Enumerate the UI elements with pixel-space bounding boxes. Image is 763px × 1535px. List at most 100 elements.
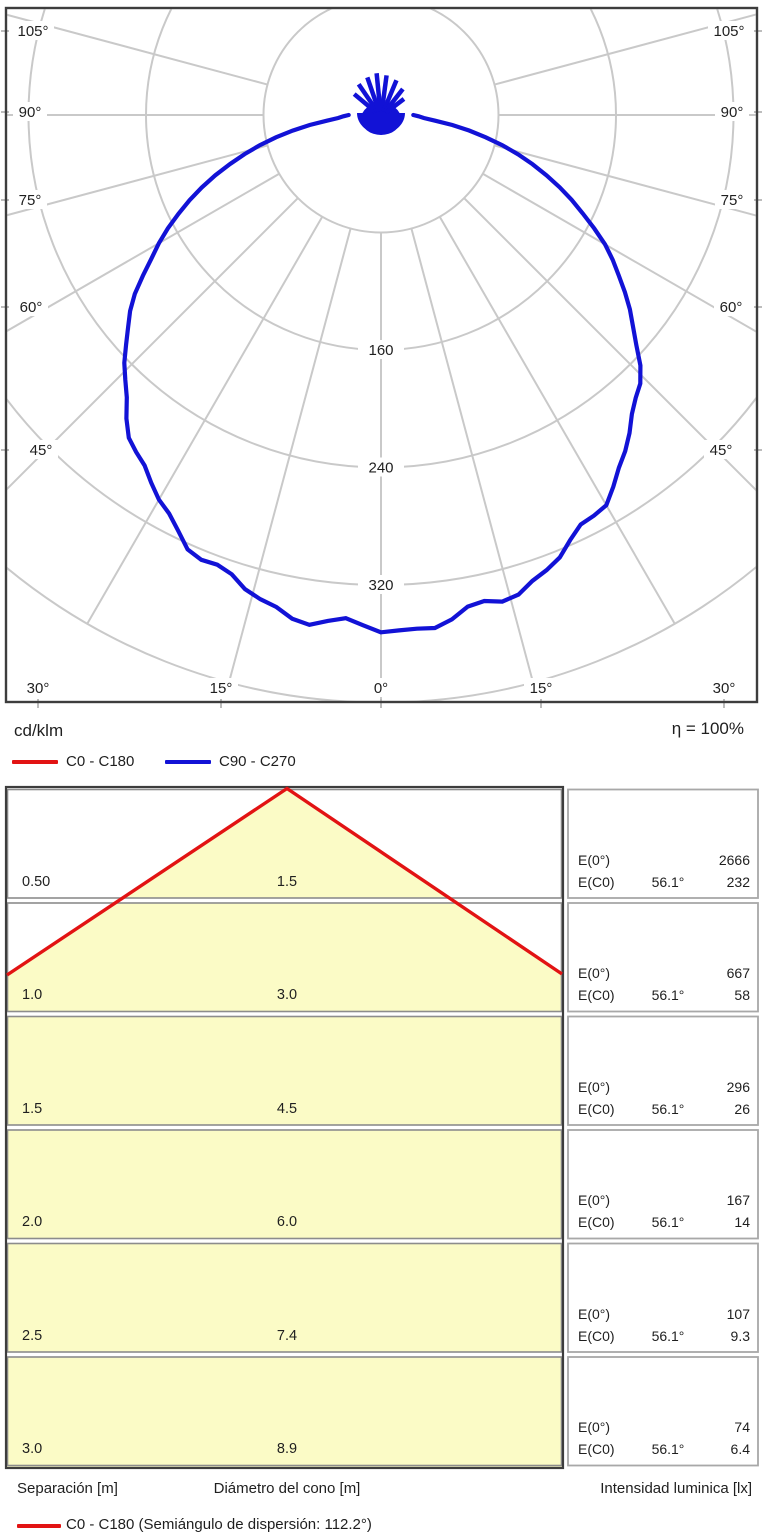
- separation-value: 2.5: [22, 1327, 43, 1344]
- e0-value: 296: [726, 1078, 750, 1095]
- e0-label: E(0°): [578, 1192, 611, 1208]
- angle-label-mask: [704, 440, 738, 459]
- e0-label: E(0°): [578, 1078, 611, 1095]
- angle-label-mask: [708, 21, 750, 40]
- e0-label: E(0°): [578, 1419, 611, 1435]
- e0-value: 2666: [718, 851, 750, 868]
- angle-tick-label: 60°: [20, 299, 43, 316]
- angle-label-mask: [21, 678, 55, 697]
- angle-label-mask: [524, 678, 558, 697]
- angle-tick-label: 90°: [721, 104, 744, 121]
- e0-spacer: [642, 852, 694, 873]
- separation-value: 0.50: [22, 873, 51, 890]
- separation-value: 1.0: [22, 987, 43, 1003]
- cone-row-box: [6, 1356, 563, 1467]
- angle-tick-label: 0°: [374, 680, 388, 697]
- efficiency-label: η = 100%: [671, 719, 744, 738]
- ec0-label: E(C0): [578, 1327, 615, 1344]
- diameter-value: 3.0: [276, 987, 298, 1003]
- angle-label-mask: [14, 297, 48, 316]
- ec0-line: E(C0) 56.1° 6.4: [578, 1441, 750, 1462]
- angle-tick-label: 60°: [720, 299, 743, 316]
- row-gap: [5, 1125, 564, 1130]
- e0-line: E(0°) 296: [578, 1079, 750, 1100]
- ec0-value: 232: [726, 873, 750, 890]
- ec0-value: 58: [734, 987, 750, 1003]
- radial-label-mask: [358, 575, 404, 594]
- e0-value: 167: [726, 1192, 750, 1208]
- angle-tick-label: 45°: [30, 442, 53, 459]
- e0-value: 667: [726, 965, 750, 981]
- angle-label-mask: [707, 678, 741, 697]
- angle-tick-label: 75°: [721, 192, 744, 209]
- footer-diameter-label: Diámetro del cono [m]: [213, 1480, 361, 1497]
- polar-legend-c90-c270: C90 - C270: [219, 753, 296, 770]
- diameter-value: 1.5: [276, 873, 298, 890]
- cone-legend-line-swatch-icon: [17, 1524, 61, 1528]
- polar-gridline-spoke: [463, 197, 756, 492]
- e0-label: E(0°): [578, 965, 611, 981]
- intensity-row-box: [567, 1015, 759, 1126]
- ec0-angle: 56.1°: [651, 1327, 685, 1344]
- ec0-label: E(C0): [578, 873, 615, 890]
- ec0-label: E(C0): [578, 1214, 615, 1230]
- cone-row-box: [6, 1242, 563, 1353]
- angle-tick-label: 15°: [210, 680, 233, 697]
- e0-line: E(0°) 667: [578, 965, 750, 986]
- angle-tick-label: 75°: [19, 192, 42, 209]
- ec0-value: 9.3: [730, 1327, 750, 1344]
- angle-tick-label: 105°: [713, 23, 744, 40]
- e0-spacer: [642, 1192, 694, 1213]
- separation-value: 1.5: [22, 1100, 43, 1117]
- polar-grid: 160 240 320 105° 90° 75° 60° 45° 30° 15° 0° 15° 30° 4…: [7, 9, 756, 701]
- e0-spacer: [642, 1419, 694, 1440]
- e0-spacer: [642, 1306, 694, 1327]
- diameter-value: 8.9: [276, 1441, 298, 1457]
- cone-legend-label: C0 - C180 (Semiángulo de dispersión: 112…: [66, 1516, 372, 1533]
- ec0-line: E(C0) 56.1° 26: [578, 1101, 750, 1122]
- diameter-value: 7.4: [276, 1327, 298, 1344]
- angle-tick-label: 90°: [19, 104, 42, 121]
- angle-tick-label: 30°: [713, 680, 736, 697]
- e0-line: E(0°) 167: [578, 1192, 750, 1213]
- e0-spacer: [642, 965, 694, 986]
- angle-label-mask: [13, 190, 47, 209]
- radial-tick-label: 320: [368, 577, 393, 594]
- intensity-row-box: [567, 1242, 759, 1353]
- intensity-row-box: [567, 788, 759, 899]
- ec0-line: E(C0) 56.1° 58: [578, 987, 750, 1008]
- polar-gridline-spoke: [7, 197, 299, 491]
- angle-tick-label: 45°: [710, 442, 733, 459]
- angle-label-mask: [13, 102, 47, 121]
- cone-row-box: [6, 1129, 563, 1240]
- cone-row-box: [6, 902, 563, 1013]
- diameter-value: 4.5: [276, 1100, 298, 1117]
- angle-label-mask: [715, 102, 749, 121]
- row-gap: [5, 1352, 564, 1357]
- ec0-value: 14: [734, 1214, 750, 1230]
- ec0-value: 6.4: [730, 1441, 750, 1457]
- cone-row-box: [6, 1015, 563, 1126]
- e0-label: E(0°): [578, 851, 611, 868]
- ec0-angle: 56.1°: [651, 873, 685, 890]
- row-gap: [5, 1238, 564, 1244]
- e0-spacer: [642, 1079, 694, 1100]
- c90-c270-line-swatch-icon: [165, 760, 211, 764]
- radial-label-mask: [358, 340, 404, 359]
- curve-c90-c270: [122, 112, 643, 635]
- ec0-line: E(C0) 56.1° 14: [578, 1214, 750, 1235]
- cone-diagram-chart: [4, 785, 759, 1470]
- polar-gridline-spoke: [438, 216, 676, 625]
- ec0-label: E(C0): [578, 987, 615, 1003]
- row-gap: [5, 898, 564, 903]
- ec0-label: E(C0): [578, 1441, 615, 1457]
- row-gap: [5, 1011, 564, 1017]
- ec0-value: 26: [734, 1100, 750, 1117]
- ec0-angle: 56.1°: [651, 1214, 685, 1230]
- angle-label-mask: [368, 678, 394, 697]
- angle-tick-label: 105°: [17, 23, 48, 40]
- ec0-line: E(C0) 56.1° 232: [578, 874, 750, 895]
- intensity-row-box: [567, 1356, 759, 1467]
- diameter-value: 6.0: [276, 1214, 298, 1230]
- e0-value: 74: [734, 1419, 750, 1435]
